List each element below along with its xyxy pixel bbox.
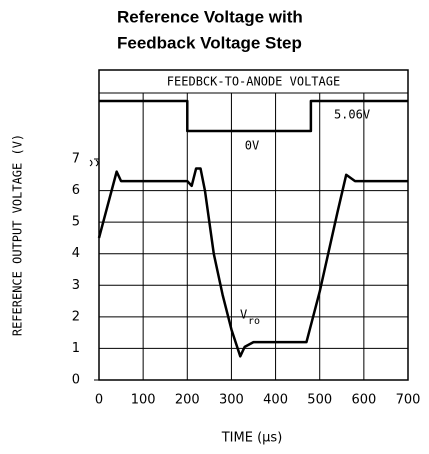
x-tick-label: 0 — [95, 393, 103, 408]
plot-frame — [98, 69, 409, 381]
y-tick-label: 1 — [72, 341, 80, 356]
y-tick-label: 6 — [72, 183, 80, 198]
x-axis-label: TIME (μs) — [221, 431, 283, 446]
line-series — [99, 99, 408, 133]
x-tick-label: 600 — [351, 393, 376, 408]
x-tick-label: 400 — [263, 393, 288, 408]
y-tick-label: 0 — [72, 373, 80, 388]
x-tick-label: 100 — [131, 393, 156, 408]
annotation: 5.06V — [334, 108, 370, 122]
y-axis-label: REFERENCE OUTPUT VOLTAGE (V) — [11, 134, 25, 336]
series-label: V — [240, 308, 247, 322]
y-tick-label: 4 — [72, 246, 80, 261]
y-tick-label: 5 — [72, 215, 80, 230]
chart-title: Reference Voltage with — [117, 7, 303, 26]
y-tick-label: 2 — [72, 309, 80, 324]
x-tick-label: 300 — [219, 393, 244, 408]
annotation: 0V — [245, 139, 259, 153]
series-label-sub: ro — [248, 316, 260, 327]
x-tick-label: 700 — [396, 393, 421, 408]
chart-title: Feedback Voltage Step — [117, 33, 302, 52]
legend-label: FEEDBCK-TO-ANODE VOLTAGE — [167, 75, 340, 89]
x-tick-label: 500 — [307, 393, 332, 408]
y-tick-label: 3 — [72, 278, 80, 293]
axis-break — [89, 159, 99, 167]
x-tick-label: 200 — [175, 393, 200, 408]
y-tick-label: 7 — [72, 152, 80, 167]
line-series — [97, 167, 408, 358]
